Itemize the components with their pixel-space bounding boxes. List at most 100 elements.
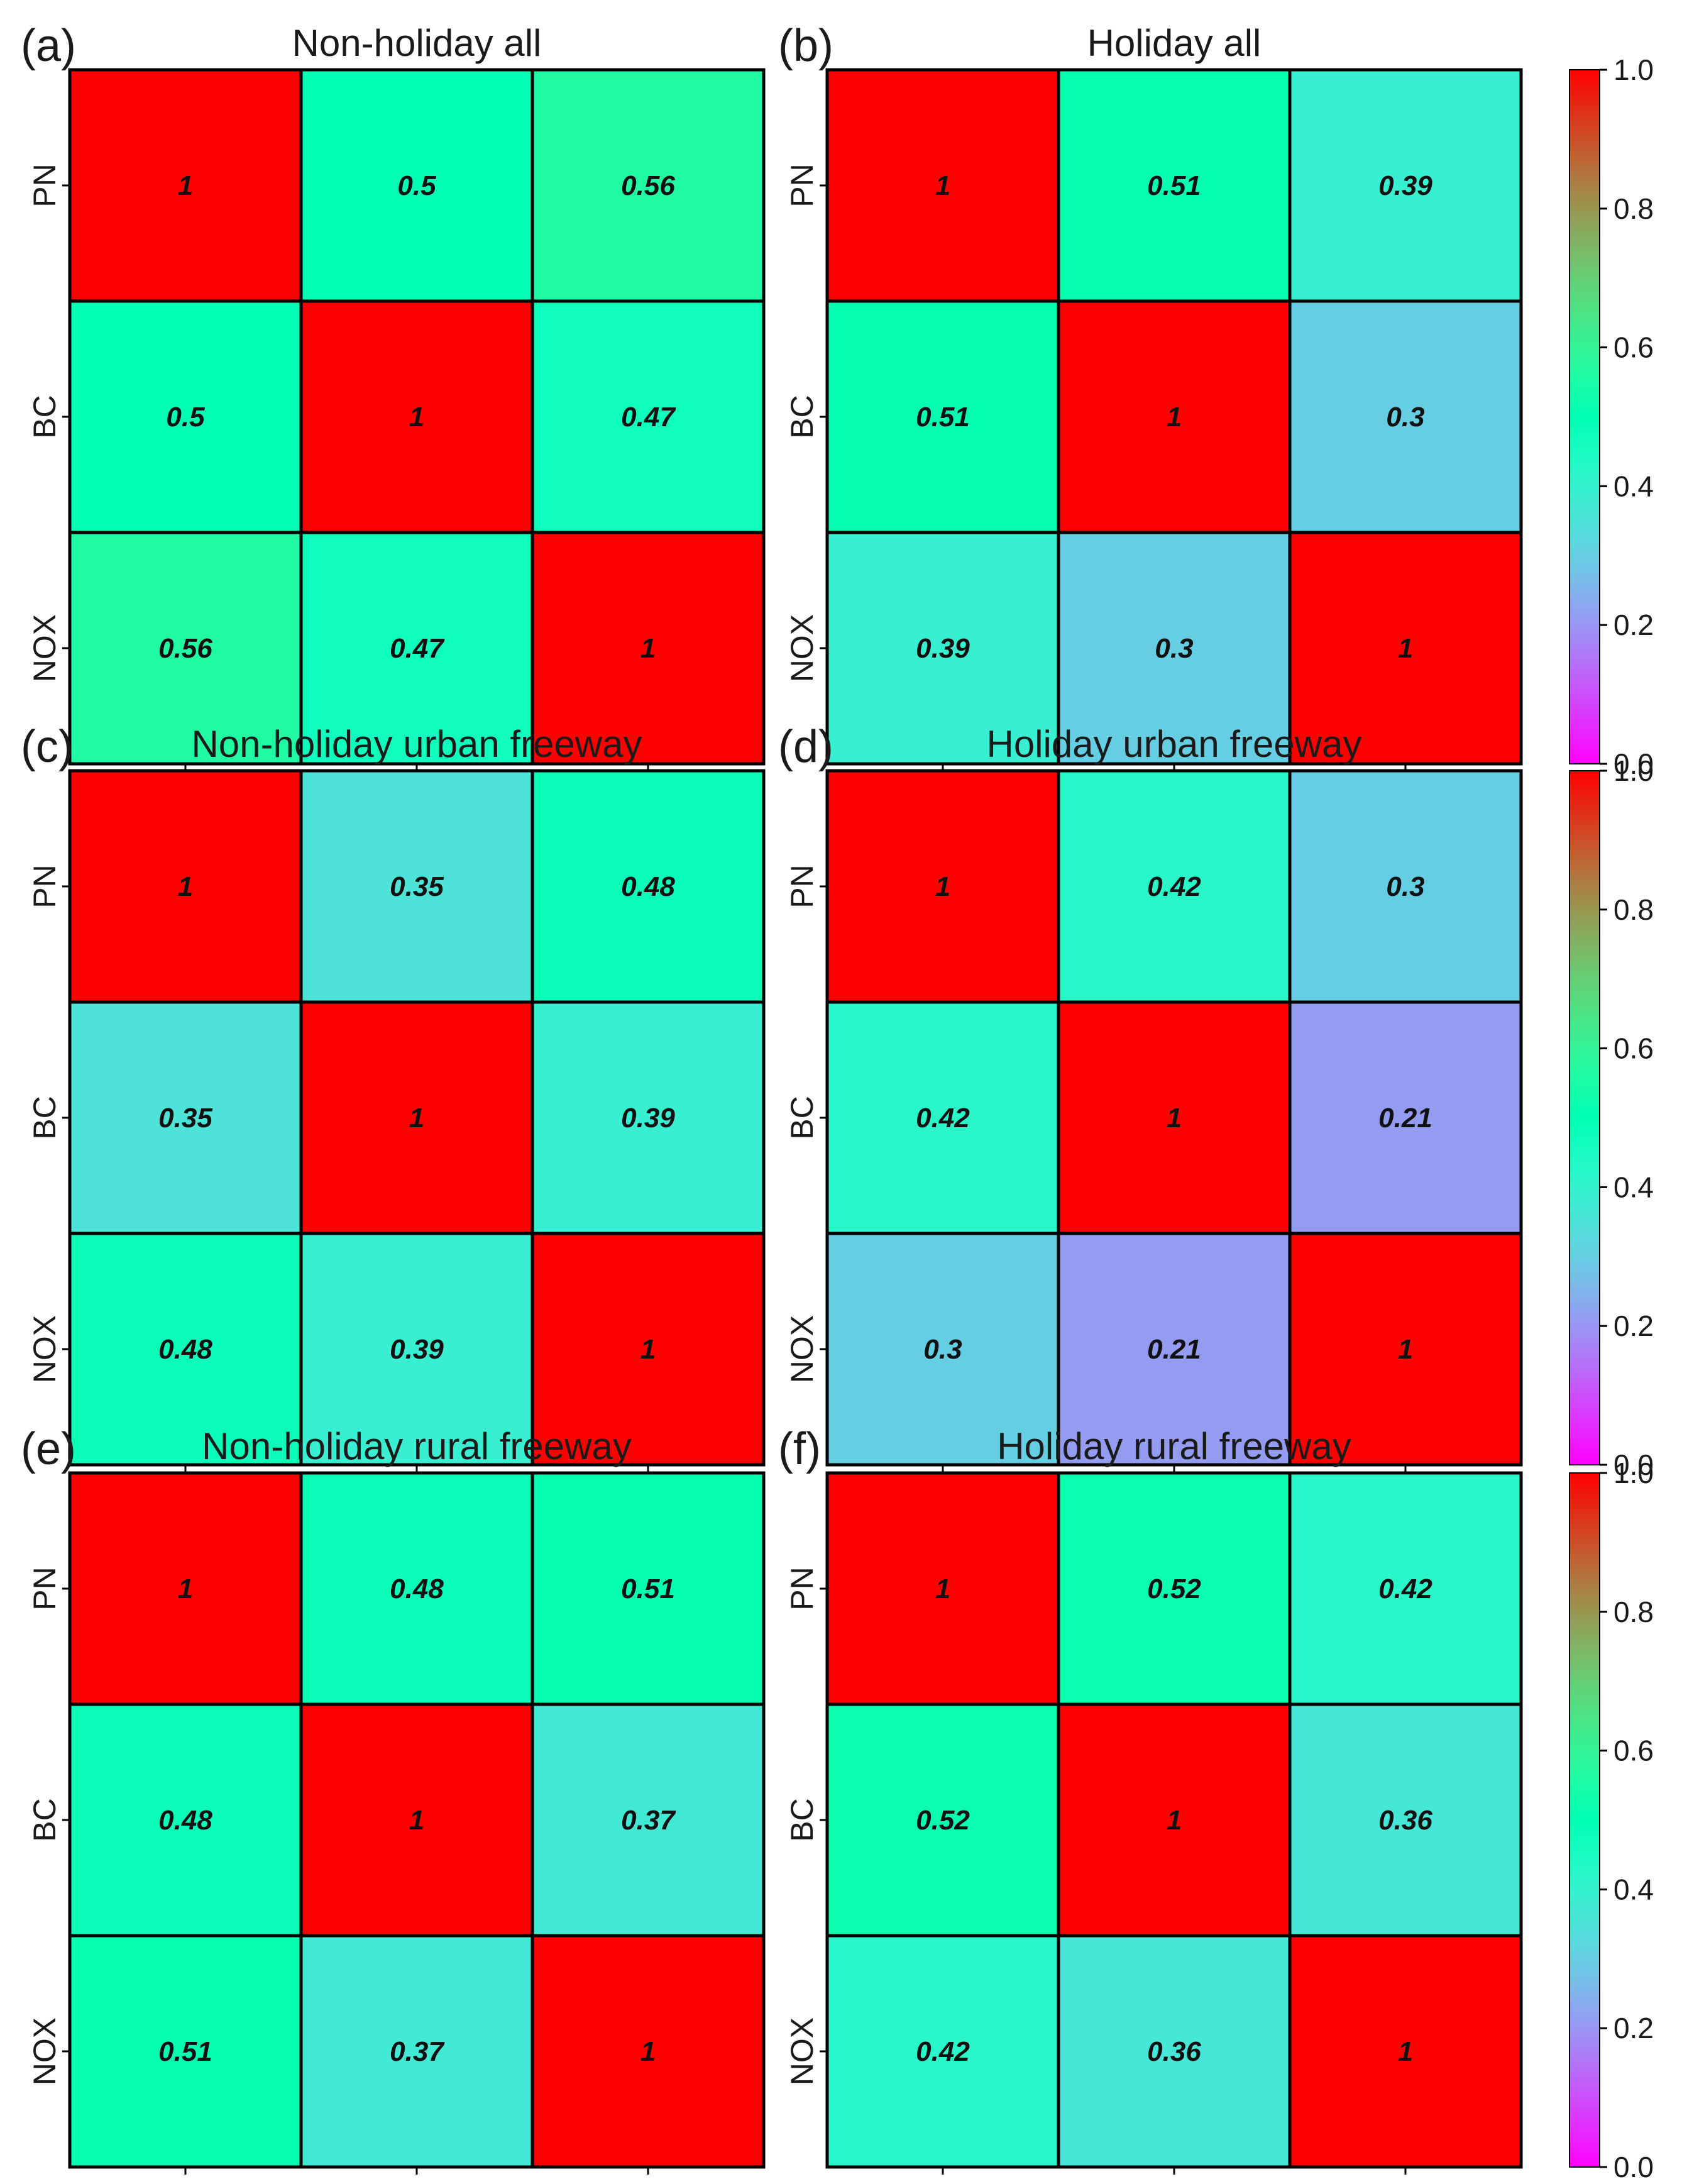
cell-value-label: 0.39 <box>916 633 970 664</box>
cell-value-label: 1 <box>935 1574 950 1604</box>
y-tick-label: BC <box>27 395 62 438</box>
heatmap-cell <box>1288 1000 1523 1235</box>
colorbar-tick-label: 1.0 <box>1613 1457 1654 1489</box>
heatmap-cell <box>68 1000 303 1235</box>
heatmap-panel-b: 1 0.51 0.39 0.51 1 0.3 0.39 0.3 1 Holiday all (b) P… <box>778 21 1523 771</box>
heatmap-cell <box>825 531 1060 766</box>
colorbar-tick-label: 0.4 <box>1613 470 1654 502</box>
cell-value-label: 0.21 <box>1147 1334 1201 1365</box>
colorbar: 0.0 0.2 0.4 0.6 0.8 1.0 <box>1569 754 1654 1481</box>
heatmap-cell <box>299 299 534 534</box>
cell-value-label: 1 <box>409 402 424 433</box>
cell-value-label: 0.51 <box>158 2036 212 2067</box>
y-tick-label: NOX <box>784 614 820 682</box>
colorbar-gradient <box>1569 69 1600 764</box>
x-tick-label: BC <box>1152 2180 1196 2184</box>
cell-value-label: 0.5 <box>397 170 436 201</box>
heatmap-cell <box>1057 1232 1292 1467</box>
cell-value-label: 0.35 <box>158 1103 212 1133</box>
heatmap-cell <box>1057 1934 1292 2169</box>
cell-value-label: 0.3 <box>923 1334 962 1365</box>
heatmap-cell <box>1288 1471 1523 1706</box>
panel-title: Non-holiday all <box>292 22 542 64</box>
heatmap-cell <box>530 1471 766 1706</box>
heatmap-cell <box>1288 68 1523 303</box>
cell-value-label: 1 <box>409 1103 424 1133</box>
y-tick-label: NOX <box>784 1315 820 1383</box>
cell-value-label: 0.56 <box>621 170 675 201</box>
cell-value-label: 0.51 <box>621 1574 675 1604</box>
cell-value-label: 1 <box>640 2036 656 2067</box>
cell-value-label: 0.3 <box>1155 633 1193 664</box>
colorbar-tick-label: 0.6 <box>1613 1735 1654 1767</box>
cell-value-label: 0.42 <box>916 1103 970 1133</box>
heatmap-cell <box>68 299 303 534</box>
colorbar-tick-label: 0.0 <box>1613 2151 1654 2183</box>
panel-letter: (f) <box>778 1424 821 1474</box>
cell-value-label: 0.52 <box>916 1805 970 1836</box>
heatmap-cell <box>1288 1702 1523 1938</box>
heatmap-cell <box>1057 68 1292 303</box>
panel-letter: (a) <box>21 21 76 71</box>
cell-value-label: 0.48 <box>158 1805 212 1836</box>
cell-value-label: 0.5 <box>166 402 205 433</box>
y-tick-label: PN <box>27 163 62 207</box>
colorbar-tick-label: 0.0 <box>1613 1448 1654 1481</box>
heatmap-cell <box>1057 531 1292 766</box>
colorbar: 0.0 0.2 0.4 0.6 0.8 1.0 <box>1569 1457 1654 2183</box>
heatmap-panel-c: 1 0.35 0.48 0.35 1 0.39 0.48 0.39 1 Non-holiday u… <box>21 722 766 1472</box>
cell-value-label: 0.36 <box>1378 1805 1432 1836</box>
cell-value-label: 1 <box>1398 633 1413 664</box>
cell-value-label: 0.52 <box>1147 1574 1201 1604</box>
cell-value-label: 0.3 <box>1386 402 1424 433</box>
colorbar-tick-label: 0.2 <box>1613 2012 1654 2044</box>
panel-title: Non-holiday urban freeway <box>191 723 642 765</box>
colorbar-gradient <box>1569 1472 1600 2168</box>
heatmap-cell <box>825 299 1060 534</box>
colorbar: 0.0 0.2 0.4 0.6 0.8 1.0 <box>1569 53 1654 780</box>
cell-value-label: 1 <box>935 871 950 902</box>
cell-value-label: 1 <box>1398 1334 1413 1365</box>
colorbar-tick-label: 0.2 <box>1613 609 1654 641</box>
heatmap-panel-e: 1 0.48 0.51 0.48 1 0.37 0.51 0.37 1 Non-holiday r… <box>21 1424 766 2184</box>
heatmap-cell <box>1057 769 1292 1004</box>
cell-value-label: 0.48 <box>621 871 675 902</box>
cell-value-label: 0.35 <box>390 871 444 902</box>
cell-value-label: 0.56 <box>158 633 212 664</box>
y-tick-label: BC <box>27 1096 62 1139</box>
x-tick-label: NOX <box>1371 2180 1439 2184</box>
y-tick-label: PN <box>27 864 62 908</box>
cell-value-label: 0.42 <box>1147 871 1201 902</box>
colorbar-tick-label: 0.8 <box>1613 192 1654 225</box>
y-tick-label: PN <box>784 864 820 908</box>
y-tick-label: BC <box>27 1798 62 1841</box>
panel-letter: (d) <box>778 722 833 772</box>
colorbar-tick-label: 0.4 <box>1613 1873 1654 1905</box>
panel-title: Holiday rural freeway <box>997 1425 1351 1467</box>
cell-value-label: 0.21 <box>1378 1103 1432 1133</box>
panel-title: Holiday urban freeway <box>987 723 1362 765</box>
heatmap-cell <box>1057 1471 1292 1706</box>
heatmap-cell <box>68 1232 303 1467</box>
heatmap-cell <box>1288 531 1523 766</box>
x-tick-label: NOX <box>614 2180 682 2184</box>
heatmap-cell <box>68 68 303 303</box>
cell-value-label: 0.47 <box>390 633 445 664</box>
cell-value-label: 0.47 <box>621 402 676 433</box>
cell-value-label: 0.39 <box>621 1103 675 1133</box>
cell-value-label: 0.48 <box>158 1334 212 1365</box>
heatmap-panel-a: 1 0.5 0.56 0.5 1 0.47 0.56 0.47 1 Non-holiday all… <box>21 21 766 771</box>
heatmap-cell <box>825 769 1060 1004</box>
cell-value-label: 0.3 <box>1386 871 1424 902</box>
x-tick-label: PN <box>163 2180 207 2184</box>
cell-value-label: 1 <box>178 1574 193 1604</box>
cell-value-label: 0.37 <box>621 1805 676 1836</box>
heatmap-cell <box>1288 299 1523 534</box>
y-tick-label: NOX <box>784 2017 820 2085</box>
cell-value-label: 1 <box>409 1805 424 1836</box>
heatmap-panel-f: 1 0.52 0.42 0.52 1 0.36 0.42 0.36 1 Holiday rural… <box>778 1424 1523 2184</box>
cell-value-label: 1 <box>178 871 193 902</box>
heatmap-cell <box>530 769 766 1004</box>
cell-value-label: 1 <box>640 633 656 664</box>
cell-value-label: 1 <box>935 170 950 201</box>
